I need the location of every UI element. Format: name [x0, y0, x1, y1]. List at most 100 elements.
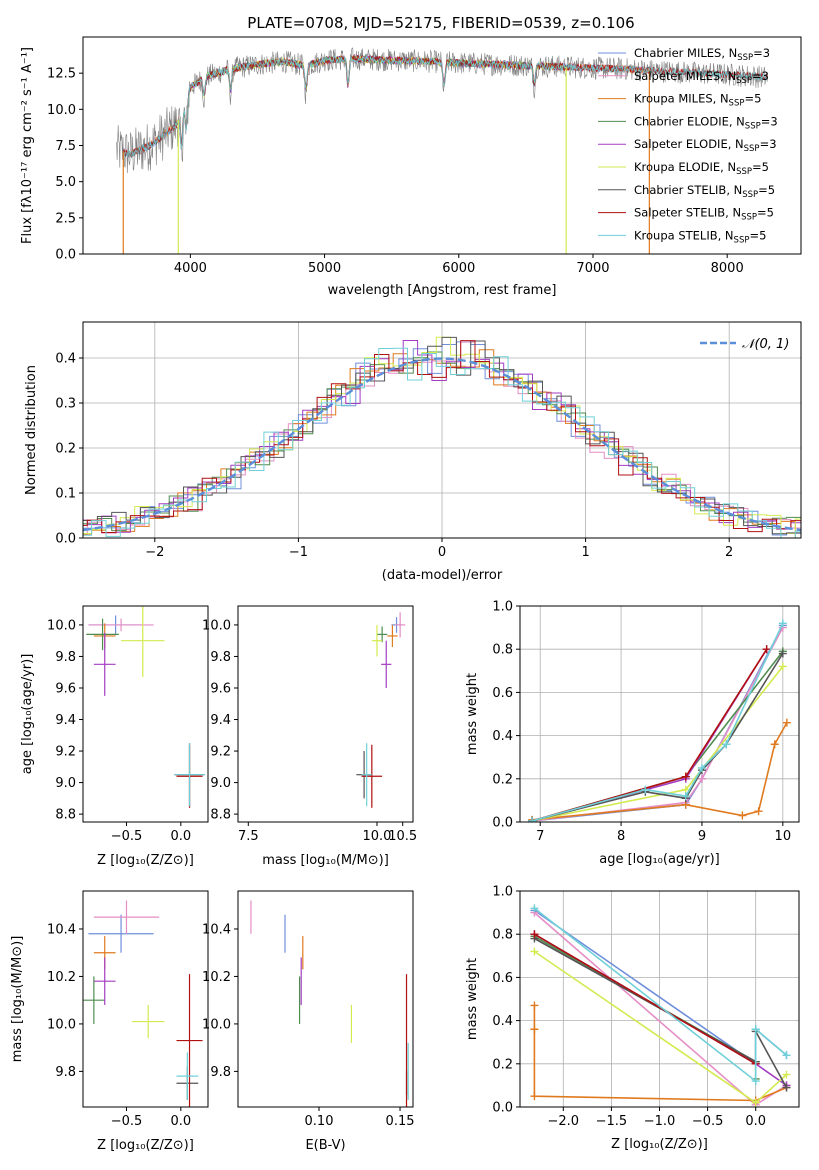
x-tick-label: 0.0	[745, 1114, 766, 1129]
y-tick-label: 12.5	[47, 67, 76, 82]
mass-weight-marker	[782, 718, 791, 727]
y-tick-label: 9.4	[210, 713, 231, 728]
mass-weight-line-6	[531, 653, 784, 822]
y-tick-label: 9.6	[210, 681, 231, 696]
y-tick-label: 0.3	[55, 397, 76, 412]
y-tick-label: 8.8	[210, 808, 231, 823]
x-tick-label: −1.5	[596, 1114, 628, 1129]
axes-frame	[519, 605, 800, 823]
y-axis-label: Normed distribution	[24, 365, 39, 495]
y-tick-label: 0.2	[55, 442, 76, 457]
x-axis-label: Z [log₁₀(Z/Z⊙)]	[611, 1137, 708, 1152]
y-tick-label: 0.2	[492, 772, 513, 787]
y-tick-label: 9.8	[55, 650, 76, 665]
y-tick-label: 9.0	[210, 776, 231, 791]
y-axis-label: Flux [fλ10⁻¹⁷ erg cm⁻² s⁻¹ A⁻¹]	[20, 47, 35, 244]
legend-label: Kroupa MILES, NSSP=5	[634, 92, 761, 109]
mass-vs-extinction-panel: 0.10 0.15 9.8 10.0 10.2 10.4 E(B-V)	[202, 890, 415, 1153]
mass-weight-marker	[778, 662, 787, 671]
x-axis-label: age [log₁₀(age/yr)]	[599, 852, 720, 867]
mass-vs-metallicity-panel: −0.5 0.0 9.8 10.0 10.2 10.4 Z [log₁₀(Z/Z⊙)] mas…	[10, 890, 209, 1153]
x-tick-label: 1	[581, 545, 589, 560]
mass-weight-marker	[738, 811, 747, 820]
legend-label: Salpeter MILES, NSSP=3	[634, 69, 769, 86]
mass-weight-marker	[751, 1098, 760, 1107]
axes-frame	[237, 890, 414, 1108]
x-tick-label: 10.5	[388, 829, 417, 844]
mass-weight-marker	[778, 619, 787, 628]
mass-weight-line-6	[534, 937, 788, 1088]
mass-weight-marker	[530, 1001, 539, 1010]
mass-weight-line-2	[533, 1005, 787, 1102]
axes-frame	[82, 605, 209, 823]
y-tick-label: 0.2	[492, 1057, 513, 1072]
mass-weight-line-5	[531, 666, 784, 822]
y-tick-label: 10.0	[47, 1017, 76, 1032]
y-tick-label: 9.4	[55, 713, 76, 728]
x-tick-label: −2.0	[548, 1114, 580, 1129]
x-tick-label: 10.0	[362, 829, 391, 844]
plot-area	[356, 612, 406, 808]
normal-curve	[83, 357, 801, 532]
y-tick-label: 10.0	[47, 618, 76, 633]
mass-weight-line-0	[533, 909, 788, 1066]
plot-area	[116, 47, 768, 254]
x-tick-label: 0	[438, 545, 446, 560]
y-tick-label: 9.2	[210, 745, 231, 760]
plot-area	[83, 900, 203, 1107]
x-tick-label: 10	[775, 829, 792, 844]
x-tick-label: 0.10	[305, 1114, 334, 1129]
mass-weight-marker	[681, 792, 690, 801]
plot-area	[528, 619, 791, 822]
x-axis-label: wavelength [Angstrom, rest frame]	[328, 283, 557, 298]
y-tick-label: 0.4	[492, 729, 513, 744]
legend-label: Kroupa ELODIE, NSSP=5	[634, 160, 769, 177]
y-tick-label: 0.0	[492, 1101, 513, 1116]
mass-weight-line-8	[533, 907, 788, 1083]
y-tick-label: 0.0	[55, 532, 76, 547]
x-tick-label: 0.0	[170, 1114, 191, 1129]
y-tick-label: 2.5	[55, 211, 76, 226]
y-tick-label: 10.2	[202, 970, 231, 985]
residual-histogram-5	[83, 336, 801, 534]
x-tick-label: −0.5	[692, 1114, 724, 1129]
x-tick-label: 2	[725, 545, 733, 560]
y-axis-label: mass weight	[465, 673, 480, 755]
residual-histogram-7	[83, 340, 801, 533]
x-tick-label: 7	[536, 829, 544, 844]
x-axis-label: E(B-V)	[305, 1138, 345, 1153]
x-tick-label: −0.5	[111, 1114, 143, 1129]
mass-weight-line-5	[533, 950, 788, 1104]
mass-weight-marker	[530, 947, 539, 956]
mass-weight-marker	[697, 764, 706, 772]
y-tick-label: 9.2	[55, 745, 76, 760]
figure-title: PLATE=0708, MJD=52175, FIBERID=0539, z=0…	[247, 14, 634, 32]
y-tick-label: 10.0	[202, 1017, 231, 1032]
mass-weight-marker	[697, 774, 706, 783]
y-tick-label: 10.0	[47, 103, 76, 118]
x-tick-label: 0.15	[386, 1114, 415, 1129]
mass-weight-line-2	[532, 722, 788, 821]
y-tick-label: 1.0	[492, 600, 513, 615]
y-tick-label: 0.8	[492, 643, 513, 658]
mass-weight-marker	[530, 1092, 539, 1101]
plot-area	[250, 900, 409, 1107]
y-tick-label: 0.1	[55, 487, 76, 502]
x-tick-label: 8000	[711, 261, 744, 276]
mass-weight-marker	[751, 1025, 760, 1034]
y-tick-label: 10.2	[47, 970, 76, 985]
y-axis-label: mass [log₁₀(M/M⊙)]	[10, 936, 25, 1063]
mass-weight-marker	[530, 1025, 539, 1034]
legend-label: Salpeter STELIB, NSSP=5	[634, 206, 774, 223]
x-tick-label: 4000	[174, 261, 207, 276]
mass-weight-marker	[530, 930, 539, 939]
y-tick-label: 0.0	[55, 248, 76, 263]
normal-legend-label: 𝒩(0, 1)	[742, 337, 789, 352]
axes-frame	[237, 605, 414, 823]
x-axis-label: (data-model)/error	[382, 568, 503, 583]
y-tick-label: 0.0	[492, 816, 513, 831]
mass-weight-marker	[641, 785, 650, 794]
x-axis-label: mass [log₁₀(M/M⊙)]	[262, 853, 389, 868]
